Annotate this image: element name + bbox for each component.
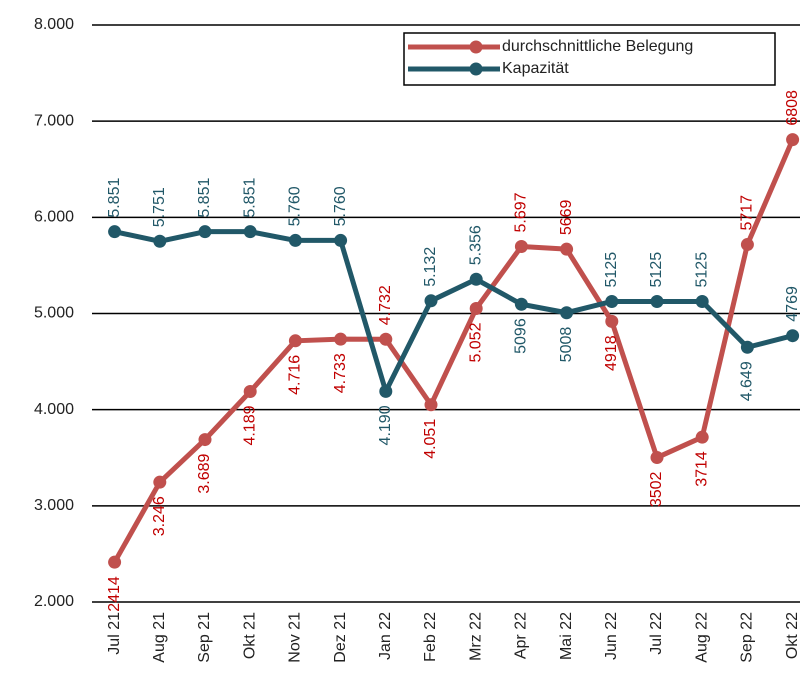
point — [560, 242, 574, 256]
data-label: 5125 — [648, 252, 665, 288]
data-label: 5.697 — [513, 192, 530, 232]
data-label: 4.189 — [241, 405, 258, 445]
y-tick-label: 3.000 — [34, 497, 74, 514]
data-label: 4.190 — [377, 405, 394, 445]
data-label: 2414 — [106, 576, 123, 612]
point — [740, 340, 754, 354]
x-tick-label: Okt 21 — [241, 612, 258, 659]
data-label: 5.851 — [241, 178, 258, 218]
data-label: 3.689 — [196, 453, 213, 493]
x-tick-label: Feb 22 — [422, 612, 439, 662]
x-tick-label: Nov 21 — [287, 612, 304, 663]
data-label: 5669 — [558, 199, 575, 235]
data-label: 4.051 — [422, 419, 439, 459]
x-tick-label: Jul 22 — [648, 612, 665, 655]
point — [108, 555, 122, 569]
x-tick-label: Mai 22 — [558, 612, 575, 660]
point — [469, 272, 483, 286]
data-label: 5.356 — [467, 225, 484, 265]
point — [153, 234, 167, 248]
data-label: 6808 — [784, 90, 800, 126]
point — [379, 384, 393, 398]
point — [695, 430, 709, 444]
point — [514, 239, 528, 253]
x-tick-label: Aug 22 — [693, 612, 710, 663]
legend-marker — [469, 40, 483, 54]
data-label: 5.760 — [287, 186, 304, 226]
x-tick-label: Jan 22 — [377, 612, 394, 660]
point — [198, 225, 212, 239]
point — [243, 384, 257, 398]
x-tick-label: Jul 21 — [106, 612, 123, 655]
data-label: 3714 — [693, 451, 710, 487]
point — [786, 329, 800, 343]
x-tick-label: Mrz 22 — [467, 612, 484, 661]
point — [424, 294, 438, 308]
point — [740, 238, 754, 252]
point — [424, 398, 438, 412]
point — [243, 225, 257, 239]
point — [379, 332, 393, 346]
data-label: 4.733 — [332, 353, 349, 393]
data-label: 5.132 — [422, 247, 439, 287]
legend-box — [403, 32, 776, 86]
point — [288, 233, 302, 247]
y-tick-label: 5.000 — [34, 305, 74, 322]
data-label: 5096 — [513, 318, 530, 354]
legend-label: Kapazität — [502, 60, 569, 77]
point — [514, 297, 528, 311]
point — [334, 233, 348, 247]
data-label: 5.851 — [196, 178, 213, 218]
point — [695, 294, 709, 308]
data-label: 5.751 — [151, 187, 168, 227]
data-label: 4.732 — [377, 285, 394, 325]
y-tick-label: 6.000 — [34, 209, 74, 226]
x-tick-label: Sep 21 — [196, 612, 213, 663]
data-label: 5125 — [603, 252, 620, 288]
point — [786, 133, 800, 147]
point — [650, 451, 664, 465]
data-label: 5125 — [693, 252, 710, 288]
legend-label: durchschnittliche Belegung — [502, 38, 693, 55]
y-tick-label: 2.000 — [34, 593, 74, 610]
series-line — [112, 138, 795, 564]
point — [469, 301, 483, 315]
point — [650, 294, 664, 308]
point — [560, 306, 574, 320]
data-label: 5717 — [739, 195, 756, 231]
x-tick-label: Sep 22 — [739, 612, 756, 663]
data-label: 5.760 — [332, 186, 349, 226]
data-label: 4.716 — [287, 355, 304, 395]
point — [605, 314, 619, 328]
x-tick-label: Apr 22 — [513, 612, 530, 659]
data-label: 5008 — [558, 327, 575, 363]
point — [288, 334, 302, 348]
point — [334, 332, 348, 346]
point — [153, 475, 167, 489]
y-tick-label: 4.000 — [34, 401, 74, 418]
x-tick-label: Jun 22 — [603, 612, 620, 660]
point — [198, 433, 212, 447]
point — [108, 225, 122, 239]
x-tick-label: Aug 21 — [151, 612, 168, 663]
point — [605, 294, 619, 308]
legend-marker — [469, 62, 483, 76]
data-label: 4769 — [784, 286, 800, 322]
x-tick-label: Okt 22 — [784, 612, 800, 659]
data-label: 4.649 — [739, 361, 756, 401]
series-line — [114, 229, 794, 394]
x-tick-label: Dez 21 — [332, 612, 349, 663]
data-label: 5.851 — [106, 178, 123, 218]
data-label: 3502 — [648, 471, 665, 507]
data-label: 5.052 — [467, 322, 484, 362]
y-tick-label: 8.000 — [34, 16, 74, 33]
y-tick-label: 7.000 — [34, 112, 74, 129]
data-label: 4918 — [603, 335, 620, 371]
data-label: 3.246 — [151, 496, 168, 536]
